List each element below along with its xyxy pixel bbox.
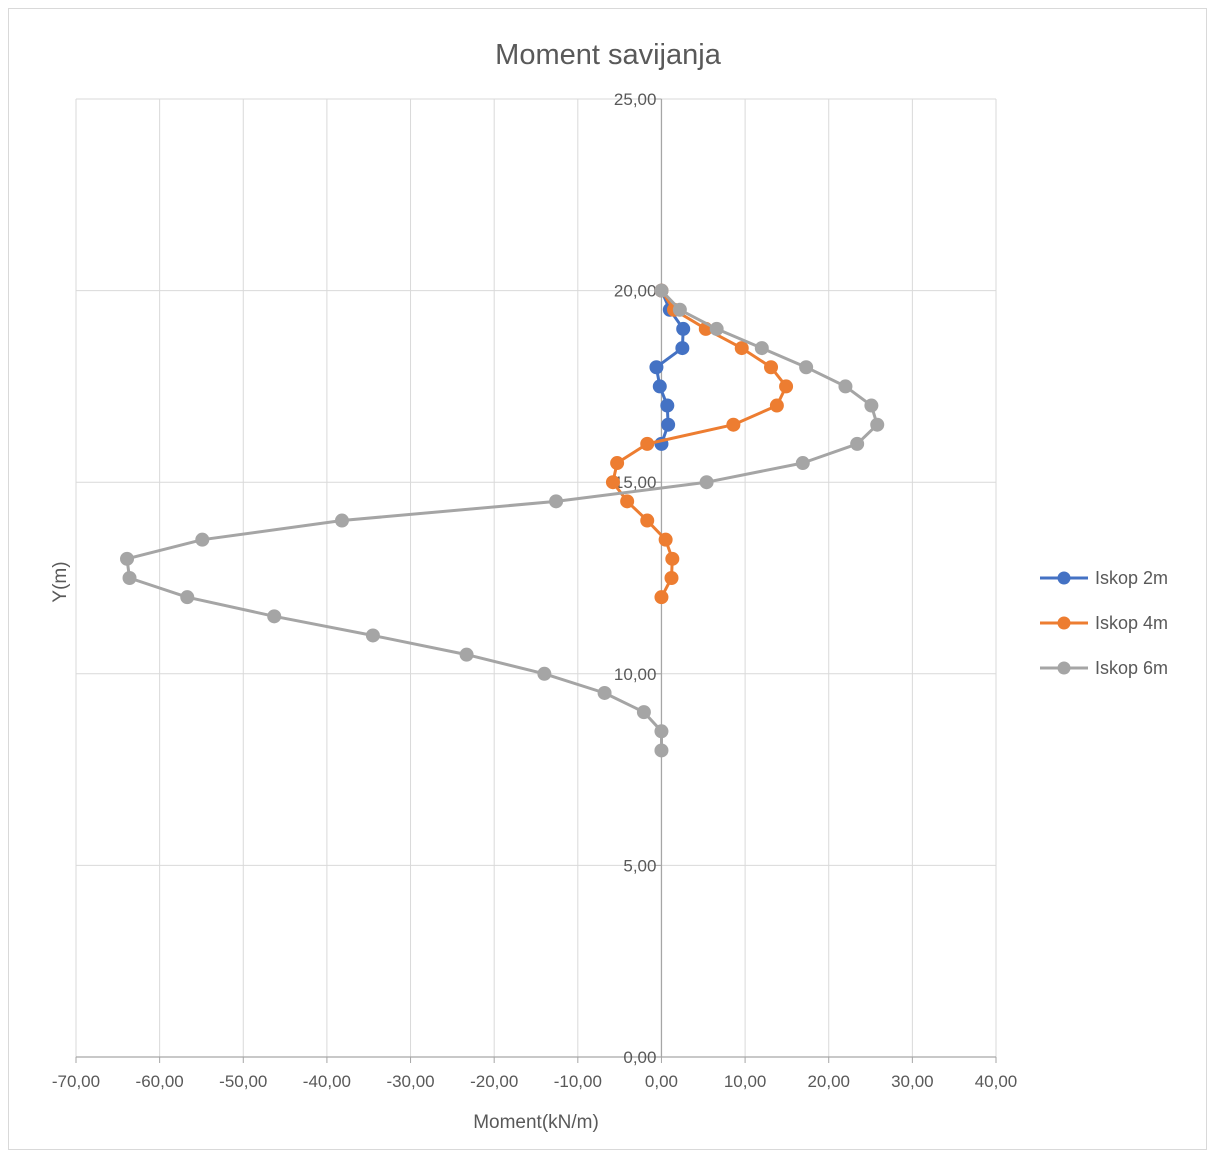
data-point [365,628,380,643]
data-point [122,571,137,585]
x-tick-label: 30,00 [891,1072,934,1091]
legend-item: Iskop 6m [1040,658,1168,678]
series-iskop-4m [605,283,794,605]
y-tick-label: 25,00 [614,90,657,109]
data-point [654,743,669,758]
data-point [636,705,651,720]
x-tick-label: -40,00 [303,1072,351,1091]
data-point [459,647,474,662]
legend-marker [1057,616,1071,630]
data-point [799,360,814,375]
x-axis-label: Moment(kN/m) [473,1112,599,1133]
y-tick-label: 20,00 [614,282,657,301]
data-point [870,417,885,432]
x-tick-label: -70,00 [52,1072,100,1091]
tick-labels: -70,00 -60,00 -50,00 -40,00 -30,00 -20,00 -10,… [52,90,1017,1091]
data-point [597,685,612,700]
legend: Iskop 2m Iskop 4m Iskop 6m [1040,568,1168,678]
legend-label: Iskop 4m [1095,613,1168,633]
x-tick-label: 40,00 [975,1072,1018,1091]
data-point [620,494,635,509]
data-point [734,341,749,356]
data-point [726,417,741,432]
data-point [195,532,210,547]
data-point [664,571,679,585]
x-tick-label: -50,00 [219,1072,267,1091]
data-point [665,551,680,566]
legend-marker [1057,661,1071,675]
grid [75,98,997,1057]
data-point [838,379,853,394]
x-tick-label: -20,00 [470,1072,518,1091]
y-tick-label: 0,00 [623,1048,656,1067]
data-point [654,724,669,739]
data-point [658,532,673,547]
data-point [654,590,669,605]
data-point [699,475,714,490]
data-point [180,590,195,605]
y-tick-label: 5,00 [623,856,656,875]
legend-label: Iskop 2m [1095,568,1168,588]
data-point [864,398,879,413]
data-point [549,494,564,509]
series-line [611,289,788,598]
y-axis-label: Y(m) [50,561,71,602]
x-tick-label: -60,00 [136,1072,184,1091]
data-point [652,379,667,394]
data-point [709,321,724,336]
series-layer [120,283,885,758]
x-tick-label: -10,00 [554,1072,602,1091]
legend-marker [1057,571,1071,585]
chart-title: Moment savijanja [495,39,722,71]
series-line [125,289,879,751]
data-point [649,360,664,375]
axes [75,98,997,1063]
data-point [754,341,769,356]
chart-frame [8,8,1207,1150]
data-point [850,436,865,451]
data-point [675,341,690,356]
data-point [537,666,552,681]
data-point [640,513,655,528]
data-point [605,475,620,490]
data-point [120,551,135,566]
x-tick-label: 20,00 [807,1072,850,1091]
data-point [672,302,687,317]
data-point [334,513,349,528]
data-point [640,436,655,451]
legend-item: Iskop 2m [1040,568,1168,588]
data-point [764,360,779,375]
data-point [267,609,282,624]
data-point [654,283,669,298]
y-tick-label: 15,00 [614,473,657,492]
data-point [676,321,691,336]
x-tick-label: -30,00 [386,1072,434,1091]
data-point [769,398,784,413]
data-point [660,398,675,413]
legend-item: Iskop 4m [1040,613,1168,633]
series-iskop-6m [120,283,885,758]
data-point [610,456,625,471]
y-tick-label: 10,00 [614,665,657,684]
data-point [779,379,794,394]
x-tick-label: 0,00 [645,1072,678,1091]
data-point [795,456,810,471]
legend-label: Iskop 6m [1095,658,1168,678]
data-point [661,417,676,432]
x-tick-label: 10,00 [724,1072,767,1091]
